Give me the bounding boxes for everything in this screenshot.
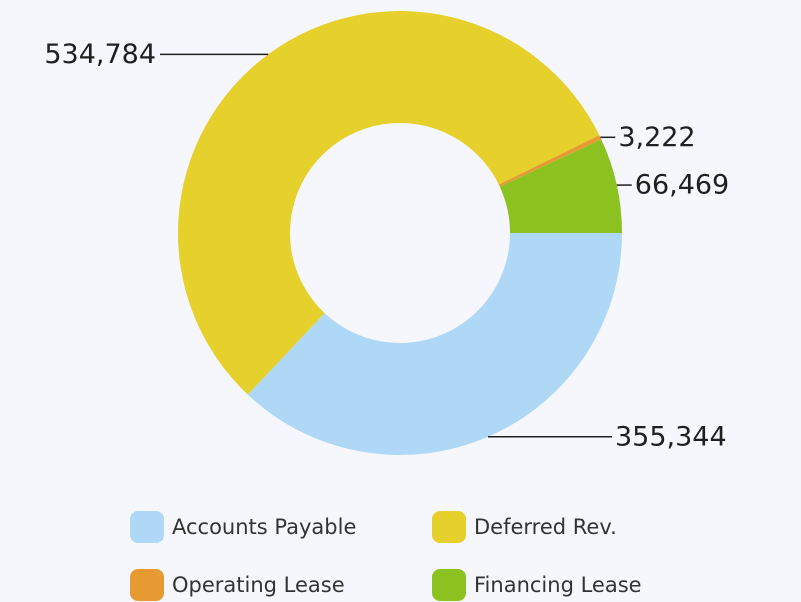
value-label: 534,784 <box>44 39 156 70</box>
value-label: 355,344 <box>615 421 727 452</box>
legend-label: Deferred Rev. <box>474 515 617 539</box>
legend-swatch <box>130 569 164 601</box>
legend-label: Accounts Payable <box>172 515 356 539</box>
donut-segment <box>178 11 600 395</box>
legend-swatch <box>432 569 466 601</box>
donut-segment <box>499 139 622 233</box>
value-label: 3,222 <box>618 122 695 153</box>
donut-segment <box>498 135 602 187</box>
value-label: 66,469 <box>635 170 729 201</box>
legend-label: Operating Lease <box>172 573 345 597</box>
legend-swatch <box>432 511 466 543</box>
donut-segment <box>247 233 622 456</box>
legend-swatch <box>130 511 164 543</box>
legend-label: Financing Lease <box>474 573 642 597</box>
